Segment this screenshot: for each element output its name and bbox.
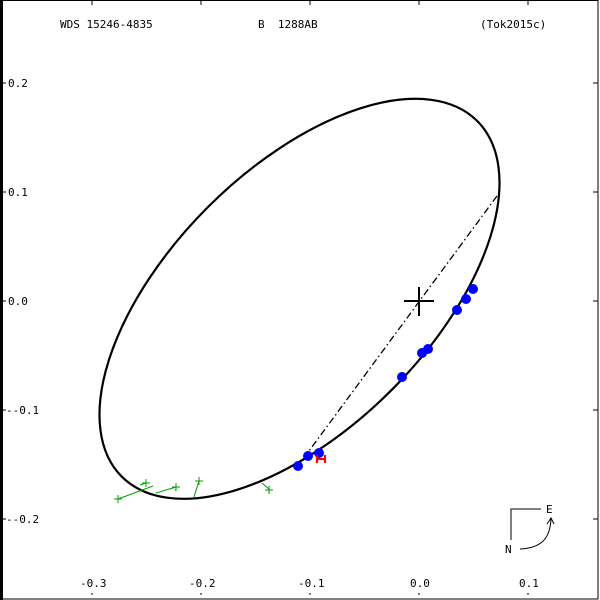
x-tick-label: -0.2 — [189, 577, 216, 590]
measurement-point — [314, 448, 324, 458]
measurement-point — [417, 348, 427, 358]
measurement-point — [461, 294, 471, 304]
line-of-nodes — [305, 195, 498, 456]
compass-axes-icon — [510, 508, 541, 540]
compass-rotation-arrow-icon — [519, 518, 552, 550]
measurement-point — [397, 372, 407, 382]
measurement-point — [452, 305, 462, 315]
reference-label: (Tok2015c) — [480, 18, 546, 31]
top-ticks — [91, 0, 529, 5]
measurement-points — [293, 284, 478, 471]
primary-star-cross-icon — [404, 287, 434, 316]
y-tick-label: --0.2 — [6, 513, 39, 526]
compass-indicator: E N — [505, 503, 555, 556]
compass-arrowhead-icon — [546, 517, 555, 525]
right-ticks — [593, 82, 598, 520]
green-residuals — [114, 477, 273, 503]
x-tick-label: -0.1 — [298, 577, 325, 590]
compass-north-label: N — [505, 543, 512, 556]
discoverer-label: B 1288AB — [258, 18, 318, 31]
measurement-point — [468, 284, 478, 294]
y-tick-label: 0.2 — [8, 77, 28, 90]
x-axis: -0.3 -0.2 -0.1 0.0 0.1 — [80, 577, 539, 595]
wds-id-label: WDS 15246-4835 — [60, 18, 153, 31]
y-tick-label: 0.0 — [8, 295, 28, 308]
highlight-h-marker-icon — [315, 455, 327, 463]
y-tick-label: --0.1 — [6, 404, 39, 417]
x-tick-label: -0.3 — [80, 577, 107, 590]
compass-east-label: E — [546, 503, 553, 516]
y-tick-label: 0.1 — [8, 186, 28, 199]
x-tick-label: 0.0 — [410, 577, 430, 590]
orbit-ellipse — [98, 97, 501, 500]
y-axis: 0.2 0.1 0.0 --0.1 --0.2 — [2, 77, 39, 526]
x-tick-label: 0.1 — [519, 577, 539, 590]
measurement-point — [293, 461, 303, 471]
measurement-point — [303, 451, 313, 461]
